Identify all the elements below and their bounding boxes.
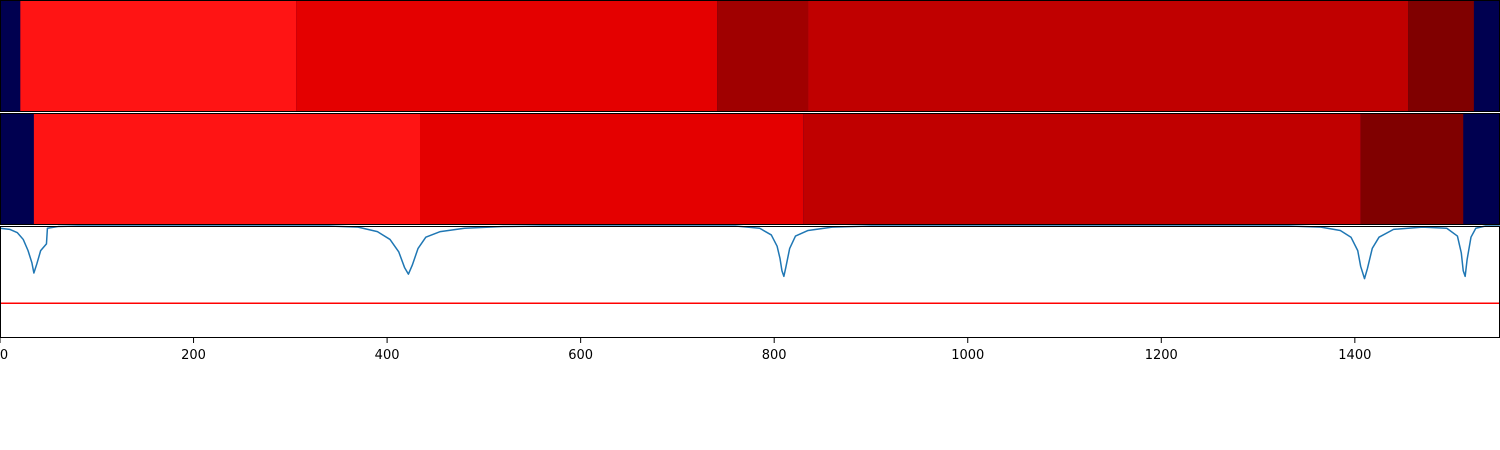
strip-1-segment-4: [808, 0, 1409, 112]
strip-2-segment-4: [1360, 113, 1464, 225]
x-tick-label-0: 0: [0, 348, 8, 363]
x-tick-label-1200: 1200: [1145, 348, 1178, 363]
strip-1-segment-5: [1408, 0, 1474, 112]
series-line: [0, 225, 1500, 280]
strip-2-segment-2: [420, 113, 804, 225]
x-tick-label-1400: 1400: [1338, 348, 1371, 363]
strip-2-segment-1: [33, 113, 420, 225]
strip-1-segment-2: [296, 0, 718, 112]
x-tick-label-1000: 1000: [951, 348, 984, 363]
strip-2-segment-3: [803, 113, 1361, 225]
strip-1-segment-3: [717, 0, 809, 112]
x-tick-label-400: 400: [375, 348, 400, 363]
x-tick-label-800: 800: [762, 348, 787, 363]
strip-1-segment-1: [20, 0, 297, 112]
x-tick-label-600: 600: [568, 348, 593, 363]
line-panel-background: [0, 226, 1500, 338]
x-tick-label-200: 200: [181, 348, 206, 363]
